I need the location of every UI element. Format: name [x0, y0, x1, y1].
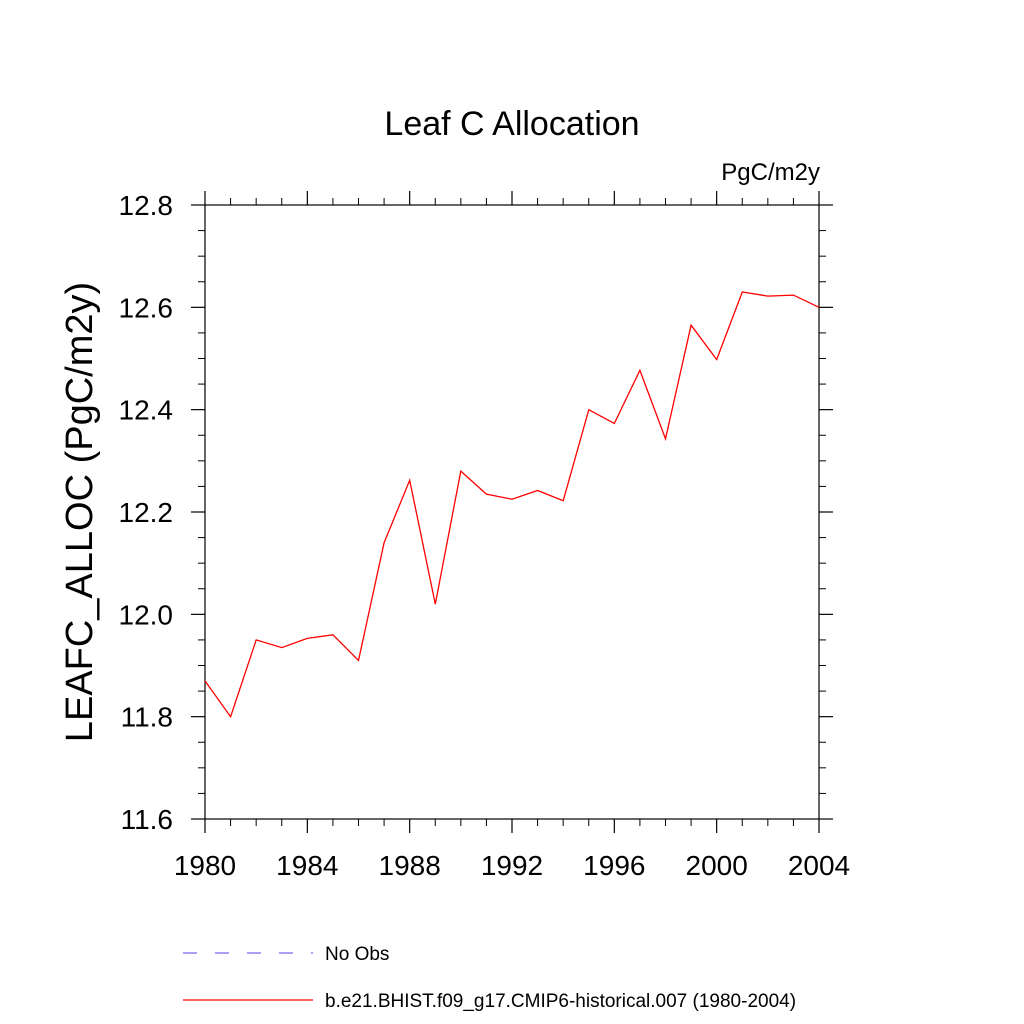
- chart-title: Leaf C Allocation: [384, 105, 639, 143]
- x-tick-label: 1988: [379, 850, 441, 881]
- legend-label-0: No Obs: [325, 944, 389, 965]
- series-line-0: [204, 291, 820, 719]
- series-layer: [204, 291, 820, 719]
- y-tick-label: 11.8: [121, 702, 173, 733]
- legend: No Obs b.e21.BHIST.f09_g17.CMIP6-historic…: [183, 944, 796, 1012]
- y-axis-label: LEAFC_ALLOC (PgC/m2y): [59, 282, 101, 742]
- axis-tick-labels: 1980 1984 1988 1992 1996 2000 2004 11.6 11.8 12.0…: [119, 190, 851, 881]
- units-label: PgC/m2y: [721, 159, 820, 186]
- x-tick-label: 1992: [481, 850, 543, 881]
- x-tick-label: 1980: [174, 850, 236, 881]
- axis-ticks: [191, 191, 833, 833]
- x-tick-label: 2000: [686, 850, 748, 881]
- plot-frame: [204, 204, 820, 820]
- y-tick-label: 12.2: [119, 497, 174, 528]
- x-tick-label: 2004: [788, 850, 850, 881]
- y-tick-label: 11.6: [121, 804, 173, 835]
- y-tick-label: 12.0: [119, 599, 174, 630]
- y-tick-label: 12.6: [119, 292, 174, 323]
- y-tick-label: 12.4: [119, 395, 174, 426]
- y-tick-label: 12.8: [119, 190, 174, 221]
- legend-label-1: b.e21.BHIST.f09_g17.CMIP6-historical.007…: [325, 991, 796, 1012]
- x-tick-label: 1984: [276, 850, 338, 881]
- x-tick-label: 1996: [583, 850, 645, 881]
